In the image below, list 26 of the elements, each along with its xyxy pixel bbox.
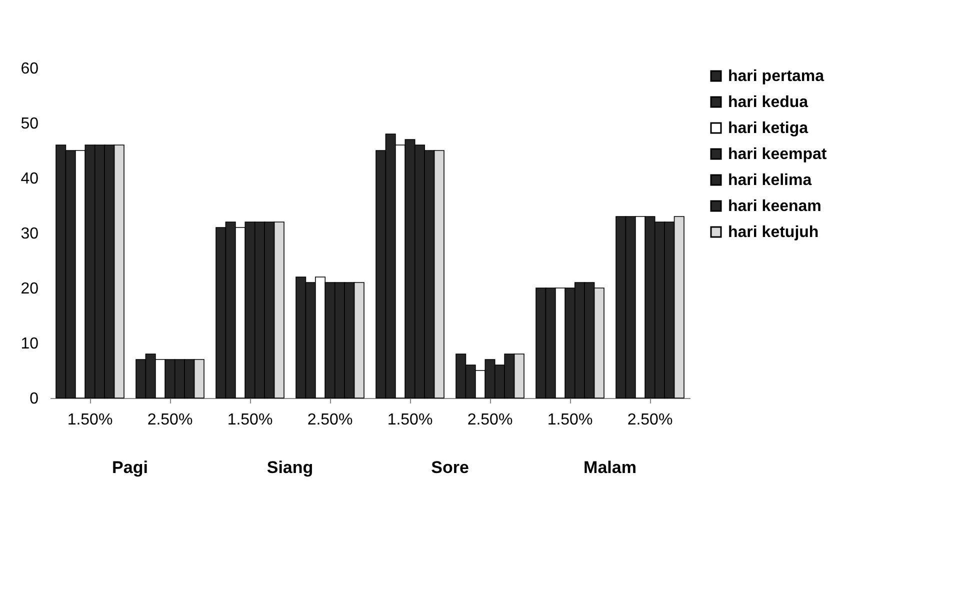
legend-label: hari pertama (728, 68, 824, 85)
text: Siang (266, 458, 314, 477)
y-tick-label: 40 (20, 170, 39, 188)
x-tick-label: 1.50% (547, 412, 593, 428)
x-tick-label: 2.50% (627, 412, 673, 428)
y-tick-label: 50 (20, 116, 39, 132)
y-tick-label: 20 (20, 280, 39, 298)
y-tick-label: 30 (20, 226, 39, 242)
legend-label: hari kelima (728, 172, 812, 189)
legend-label: hari keempat (728, 146, 828, 163)
x-tick-label: 2.50% (147, 412, 193, 428)
x-tick-label: 1.50% (67, 412, 113, 428)
text: Sore (431, 458, 469, 477)
legend-label: hari ketujuh (728, 224, 819, 241)
y-tick-label: 60 (20, 60, 39, 78)
text: Malam (584, 458, 636, 477)
legend-label: hari kedua (728, 94, 808, 111)
legend-label: hari keenam (728, 198, 822, 215)
x-tick-label: 1.50% (387, 412, 433, 428)
legend-label: hari ketiga (728, 120, 808, 137)
x-tick-label: 2.50% (307, 412, 353, 428)
y-tick-label: 0 (30, 390, 39, 408)
text: Pagi (112, 458, 148, 477)
x-tick-label: 1.50% (227, 412, 273, 428)
x-tick-label: 2.50% (467, 412, 513, 428)
y-tick-label: 10 (20, 336, 39, 352)
